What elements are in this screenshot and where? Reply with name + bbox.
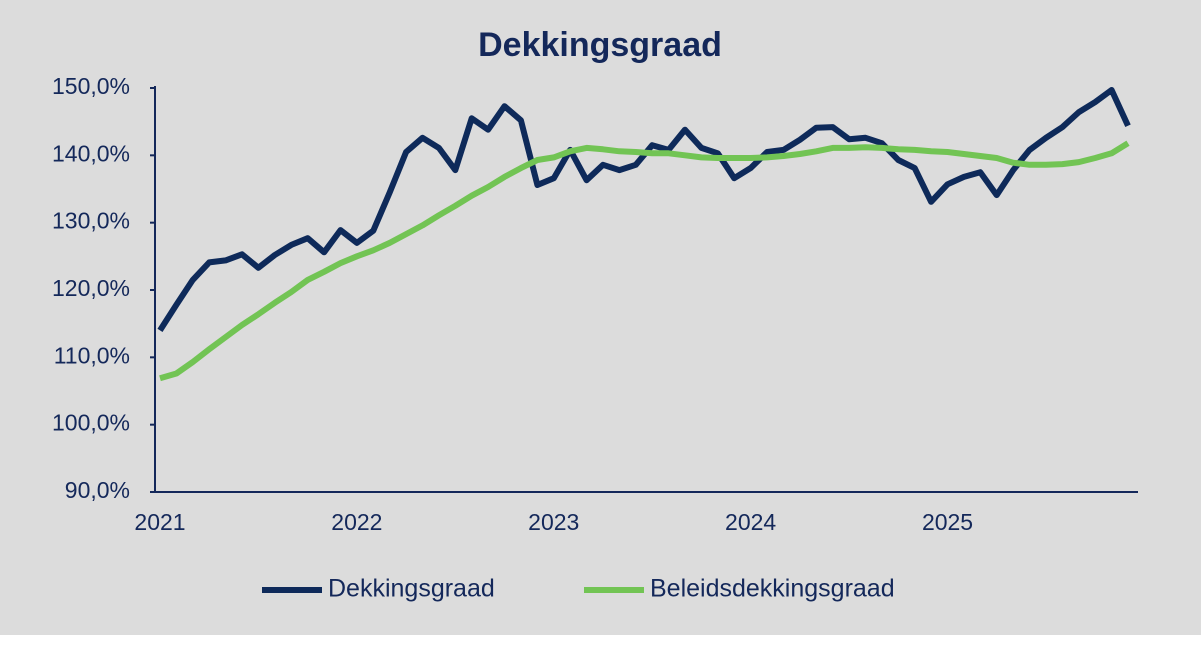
x-tick-label: 2021 bbox=[134, 509, 185, 535]
legend-label: Beleidsdekkingsgraad bbox=[650, 575, 895, 603]
x-tick-label: 2025 bbox=[922, 509, 973, 535]
y-tick-label: 140,0% bbox=[52, 140, 130, 166]
y-tick-label: 130,0% bbox=[52, 208, 130, 234]
y-tick-label: 100,0% bbox=[52, 410, 130, 436]
chart-title: Dekkingsgraad bbox=[478, 26, 722, 64]
y-tick-label: 90,0% bbox=[65, 477, 130, 503]
x-tick-label: 2023 bbox=[528, 509, 579, 535]
y-tick-label: 120,0% bbox=[52, 275, 130, 301]
y-tick-label: 150,0% bbox=[52, 73, 130, 99]
x-tick-label: 2024 bbox=[725, 509, 776, 535]
series-line bbox=[159, 140, 1130, 382]
x-tick-label: 2022 bbox=[331, 509, 382, 535]
y-tick-label: 110,0% bbox=[54, 342, 130, 368]
chart-background bbox=[0, 0, 1201, 635]
legend-label: Dekkingsgraad bbox=[328, 575, 495, 603]
